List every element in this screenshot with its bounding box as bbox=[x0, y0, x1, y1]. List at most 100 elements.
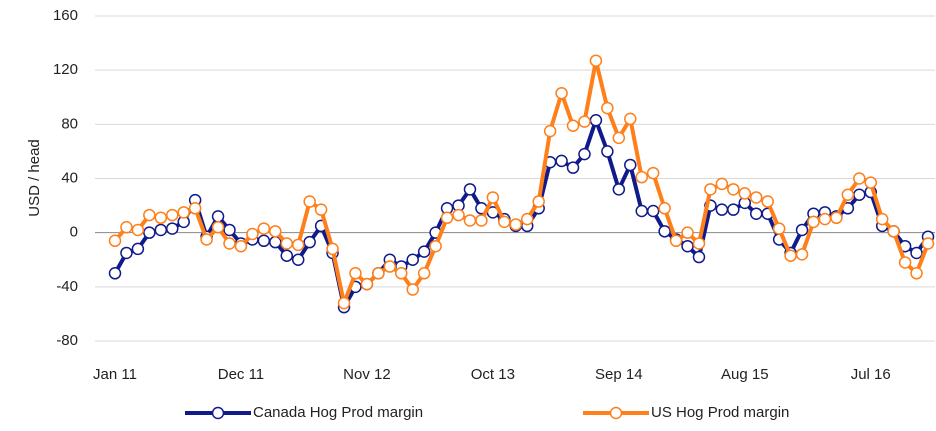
series-line bbox=[113, 58, 930, 306]
data-point bbox=[898, 256, 912, 269]
data-point bbox=[853, 172, 866, 185]
data-point bbox=[452, 208, 465, 222]
data-point bbox=[143, 208, 156, 222]
x-tick-label: Oct 13 bbox=[471, 366, 515, 383]
data-point bbox=[612, 183, 626, 196]
data-point bbox=[841, 188, 855, 201]
data-point bbox=[131, 223, 145, 237]
data-point bbox=[223, 237, 236, 250]
data-point bbox=[360, 277, 374, 291]
data-point bbox=[166, 222, 179, 235]
data-point bbox=[555, 86, 568, 100]
data-point bbox=[372, 267, 385, 280]
data-point bbox=[864, 176, 877, 189]
data-point bbox=[761, 195, 774, 208]
data-point bbox=[795, 223, 809, 237]
data-point bbox=[303, 235, 316, 249]
data-point bbox=[120, 221, 133, 234]
data-point bbox=[887, 225, 900, 238]
data-point bbox=[211, 210, 225, 223]
data-point bbox=[646, 166, 660, 180]
data-point bbox=[429, 239, 442, 253]
y-axis-title: USD / head bbox=[26, 139, 43, 217]
data-point bbox=[624, 112, 637, 126]
data-point bbox=[692, 250, 706, 264]
data-point bbox=[108, 267, 122, 280]
y-tick-label: -80 bbox=[56, 332, 78, 349]
x-tick-label: Sep 14 bbox=[595, 366, 643, 383]
y-tick-label: 40 bbox=[61, 169, 78, 186]
y-tick-label: 0 bbox=[70, 224, 78, 241]
data-point bbox=[681, 239, 694, 253]
data-point bbox=[349, 267, 362, 280]
data-point bbox=[658, 225, 671, 238]
data-point bbox=[314, 203, 328, 216]
data-point bbox=[532, 195, 545, 208]
data-point bbox=[853, 188, 866, 201]
data-point bbox=[749, 191, 763, 204]
data-point bbox=[509, 218, 523, 231]
data-point bbox=[692, 237, 706, 250]
data-point bbox=[406, 253, 419, 266]
data-point bbox=[303, 195, 316, 208]
y-tick-label: -40 bbox=[56, 278, 78, 295]
data-point bbox=[749, 207, 763, 220]
data-point bbox=[612, 131, 626, 145]
data-point bbox=[498, 215, 511, 229]
data-point bbox=[269, 225, 282, 238]
data-point bbox=[830, 211, 843, 225]
data-point bbox=[543, 124, 557, 138]
data-point bbox=[154, 223, 168, 237]
data-point bbox=[395, 267, 408, 280]
data-point bbox=[658, 202, 671, 215]
data-point bbox=[166, 208, 179, 222]
data-point bbox=[601, 101, 614, 115]
data-point bbox=[406, 283, 419, 296]
data-point bbox=[727, 183, 740, 196]
data-point bbox=[555, 154, 568, 168]
legend-label: Canada Hog Prod margin bbox=[253, 404, 423, 421]
legend-marker bbox=[211, 406, 225, 420]
data-point bbox=[681, 226, 694, 239]
data-point bbox=[704, 183, 717, 196]
data-point bbox=[578, 115, 591, 128]
data-point bbox=[291, 238, 305, 252]
y-tick-label: 160 bbox=[53, 7, 78, 24]
data-point bbox=[818, 212, 832, 226]
legend-marker bbox=[609, 406, 623, 420]
data-point bbox=[154, 211, 168, 225]
data-point bbox=[566, 119, 580, 132]
data-point bbox=[624, 158, 637, 172]
data-point bbox=[784, 249, 797, 262]
data-point bbox=[280, 237, 294, 250]
data-point bbox=[910, 267, 923, 280]
data-point bbox=[383, 260, 397, 273]
data-point bbox=[223, 223, 236, 237]
data-point bbox=[257, 222, 271, 235]
data-point bbox=[589, 54, 603, 67]
data-point bbox=[291, 253, 305, 266]
data-point bbox=[257, 234, 271, 248]
data-point bbox=[601, 145, 614, 158]
data-point bbox=[417, 245, 431, 258]
series-line bbox=[113, 118, 930, 310]
data-point bbox=[463, 214, 477, 227]
data-point bbox=[326, 242, 339, 256]
data-point bbox=[921, 237, 935, 250]
x-tick-label: Dec 11 bbox=[218, 366, 264, 383]
data-point bbox=[566, 161, 580, 174]
x-tick-label: Aug 15 bbox=[721, 366, 769, 383]
data-point bbox=[772, 222, 786, 235]
legend-label: US Hog Prod margin bbox=[651, 404, 789, 421]
data-point bbox=[795, 248, 809, 261]
x-tick-label: Nov 12 bbox=[343, 366, 391, 383]
data-point bbox=[727, 203, 740, 216]
data-point bbox=[200, 233, 213, 246]
data-point bbox=[910, 246, 923, 260]
x-tick-label: Jul 16 bbox=[851, 366, 891, 383]
data-point bbox=[211, 221, 225, 234]
data-point bbox=[234, 239, 248, 253]
data-point bbox=[715, 203, 729, 216]
data-point bbox=[589, 114, 603, 127]
